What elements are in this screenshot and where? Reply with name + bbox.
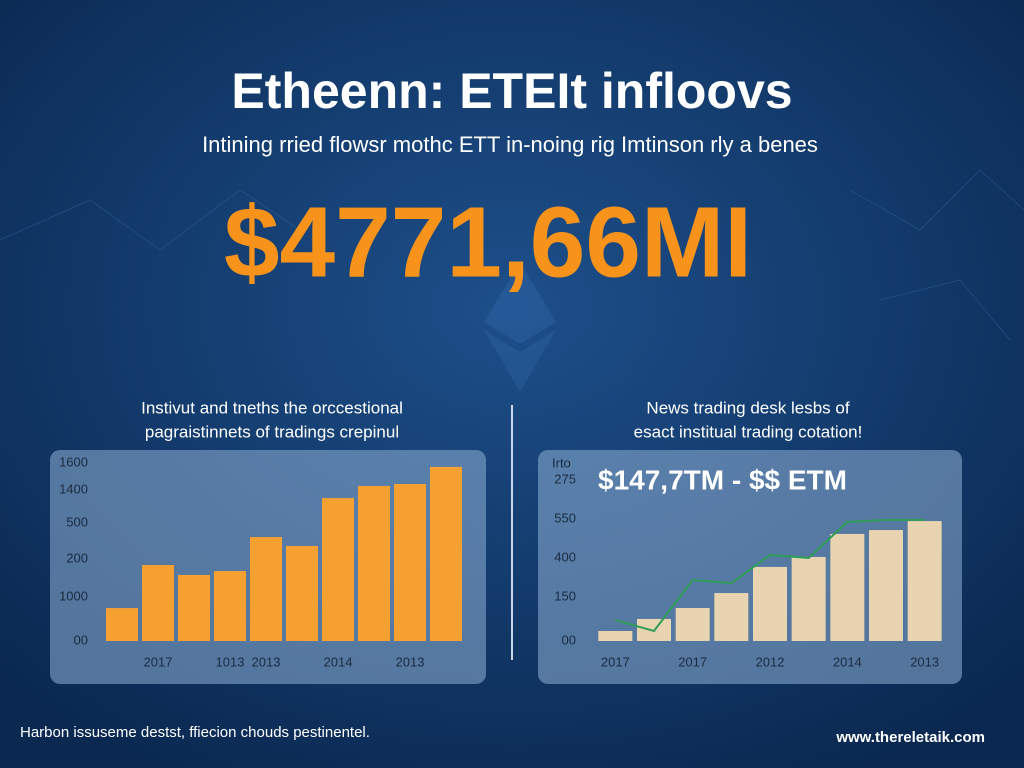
- bar: [106, 608, 138, 641]
- x-tick-label: 1013: [216, 654, 245, 669]
- bar: [598, 631, 633, 641]
- chart-caption: pagraistinnets of tradings crepinul: [145, 422, 399, 441]
- network-decoration: [0, 169, 1024, 341]
- y-axis-label: Irto: [552, 455, 571, 470]
- y-tick-label: 00: [74, 632, 88, 647]
- bar: [142, 564, 174, 641]
- y-tick-label: 1600: [59, 454, 88, 469]
- x-tick-label: 2013: [252, 654, 281, 669]
- headline: $4771,66MI: [224, 186, 752, 298]
- y-tick-label: 00: [562, 632, 576, 647]
- x-tick-label: 2017: [144, 654, 173, 669]
- bar: [250, 537, 282, 641]
- y-tick-label: 150: [554, 588, 576, 603]
- footer-note: Harbon issuseme destst, ffiecion chouds …: [20, 724, 370, 741]
- bar: [830, 533, 865, 641]
- x-tick-label: 2013: [910, 654, 939, 669]
- title: Etheenn: ETEIt infloovs: [231, 63, 792, 119]
- line: [615, 518, 925, 633]
- y-tick-label: 200: [66, 551, 88, 566]
- x-tick-label: 2014: [833, 654, 862, 669]
- x-tick-label: 2012: [756, 654, 785, 669]
- bar: [430, 466, 462, 641]
- bar: [358, 485, 390, 641]
- x-tick-label: 2017: [601, 654, 630, 669]
- bar: [322, 498, 354, 641]
- bar: [907, 521, 942, 641]
- y-tick-label: 1400: [59, 481, 88, 496]
- y-tick-label: 400: [554, 549, 576, 564]
- bar: [675, 607, 710, 641]
- y-tick-label: 550: [554, 510, 576, 525]
- bar: [714, 593, 749, 641]
- chart-caption: News trading desk lesbs of: [646, 398, 849, 417]
- y-tick-label: 1000: [59, 588, 88, 603]
- y-tick-label: 275: [554, 471, 576, 486]
- bar: [178, 574, 210, 641]
- subtitle: Intining rried flowsr mothc ETT in-noing…: [202, 132, 818, 157]
- y-tick-label: 500: [66, 514, 88, 529]
- bar: [791, 556, 826, 641]
- ethereum-logo: [484, 330, 556, 392]
- ethereum-logo: [484, 262, 556, 344]
- chart-caption: esact institual trading cotation!: [634, 422, 863, 441]
- x-tick-label: 2014: [324, 654, 353, 669]
- bar: [286, 545, 318, 641]
- chart-caption: Instivut and tneths the orccestional: [141, 398, 403, 417]
- bar: [394, 484, 426, 641]
- footer-site: www.thereletaik.com: [835, 729, 985, 746]
- bar: [214, 571, 246, 641]
- x-tick-label: 2017: [678, 654, 707, 669]
- x-tick-label: 2013: [396, 654, 425, 669]
- bar: [869, 530, 903, 641]
- bar: [753, 566, 787, 641]
- chart-title: $147,7TM - $$ ETM: [598, 464, 847, 495]
